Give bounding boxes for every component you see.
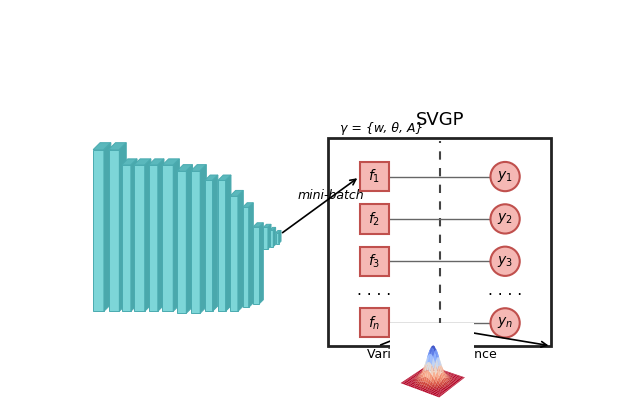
Text: mini-batch: mini-batch	[297, 189, 364, 202]
Polygon shape	[276, 230, 281, 233]
Polygon shape	[263, 228, 268, 249]
Polygon shape	[205, 181, 212, 311]
Text: Variational Inference: Variational Inference	[367, 348, 497, 361]
Polygon shape	[134, 159, 151, 165]
Polygon shape	[122, 165, 131, 311]
Circle shape	[490, 247, 520, 276]
Text: $f_n$: $f_n$	[368, 314, 380, 331]
Polygon shape	[191, 165, 206, 171]
Polygon shape	[212, 175, 218, 311]
Circle shape	[490, 204, 520, 233]
Text: . . . .: . . . .	[357, 283, 391, 298]
Text: $y_n$: $y_n$	[497, 316, 513, 330]
Polygon shape	[253, 223, 263, 227]
Polygon shape	[225, 175, 231, 311]
Polygon shape	[109, 143, 126, 150]
Text: $y_3$: $y_3$	[497, 254, 513, 269]
Polygon shape	[93, 150, 104, 311]
Polygon shape	[279, 230, 281, 243]
Polygon shape	[230, 190, 243, 196]
Polygon shape	[273, 228, 276, 247]
Polygon shape	[270, 230, 273, 247]
Polygon shape	[158, 159, 164, 311]
Polygon shape	[218, 181, 225, 311]
Polygon shape	[134, 165, 145, 311]
Polygon shape	[163, 165, 173, 311]
Polygon shape	[177, 171, 186, 313]
Text: SVGP: SVGP	[415, 111, 464, 129]
Circle shape	[490, 162, 520, 191]
Polygon shape	[148, 165, 158, 311]
FancyBboxPatch shape	[360, 204, 389, 233]
Polygon shape	[270, 228, 276, 230]
Text: γ = {w, θ, A}: γ = {w, θ, A}	[340, 122, 423, 134]
Polygon shape	[253, 227, 259, 304]
Text: $f_3$: $f_3$	[368, 253, 380, 270]
Polygon shape	[249, 203, 253, 308]
Polygon shape	[177, 165, 193, 171]
FancyBboxPatch shape	[360, 308, 389, 337]
Text: $y_1$: $y_1$	[497, 169, 513, 184]
Polygon shape	[93, 143, 111, 150]
Polygon shape	[148, 159, 164, 165]
Polygon shape	[243, 203, 253, 207]
Text: . . . .: . . . .	[488, 283, 522, 298]
Polygon shape	[104, 143, 111, 311]
Polygon shape	[163, 159, 179, 165]
Polygon shape	[145, 159, 151, 311]
Polygon shape	[263, 224, 271, 228]
Polygon shape	[238, 190, 243, 311]
Polygon shape	[173, 159, 179, 311]
Text: $f_2$: $f_2$	[368, 210, 380, 228]
Polygon shape	[276, 233, 279, 243]
Polygon shape	[259, 223, 263, 304]
Polygon shape	[191, 171, 200, 313]
Polygon shape	[186, 165, 193, 313]
Polygon shape	[131, 159, 137, 311]
Text: $f_1$: $f_1$	[368, 168, 380, 185]
Polygon shape	[119, 143, 126, 311]
Text: $y_2$: $y_2$	[497, 212, 513, 226]
Polygon shape	[109, 150, 119, 311]
Polygon shape	[268, 224, 271, 249]
Bar	[328, 138, 551, 346]
Polygon shape	[230, 196, 238, 311]
Polygon shape	[218, 175, 231, 181]
Polygon shape	[205, 175, 218, 181]
FancyBboxPatch shape	[360, 162, 389, 191]
Circle shape	[490, 308, 520, 337]
FancyBboxPatch shape	[360, 247, 389, 276]
Polygon shape	[200, 165, 206, 313]
Polygon shape	[122, 159, 137, 165]
Polygon shape	[243, 207, 249, 308]
